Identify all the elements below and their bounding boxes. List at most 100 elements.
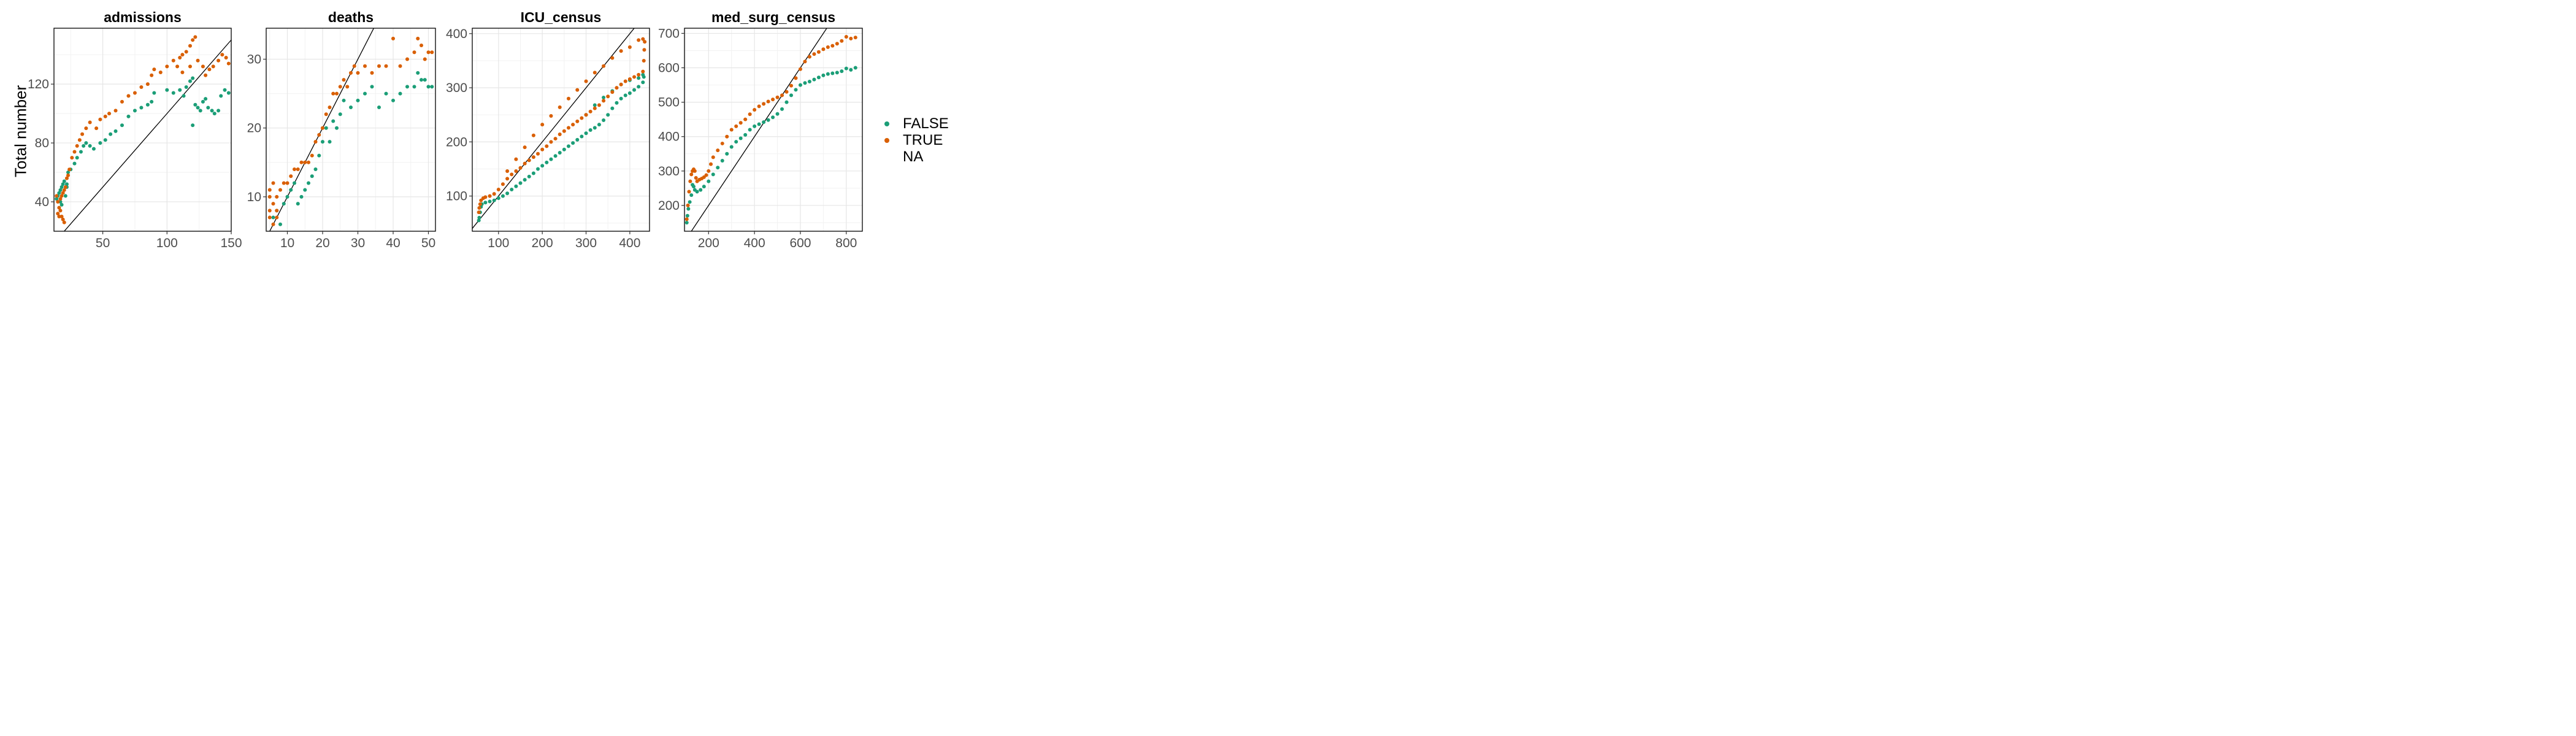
point-false: [699, 188, 703, 192]
point-false: [98, 141, 102, 145]
x-tick-label: 200: [532, 236, 553, 250]
point-true: [803, 59, 807, 64]
point-false: [592, 103, 597, 107]
point-true: [619, 49, 623, 53]
point-false: [510, 188, 514, 192]
point-false: [223, 88, 227, 92]
point-true: [592, 71, 597, 75]
point-false: [62, 179, 66, 183]
point-false: [688, 200, 692, 204]
point-true: [285, 181, 289, 185]
point-true: [384, 64, 388, 68]
point-false: [853, 66, 857, 70]
point-false: [830, 71, 835, 75]
point-false: [637, 85, 641, 89]
point-true: [313, 140, 318, 144]
identity-line: [269, 28, 375, 231]
point-true: [152, 67, 156, 72]
point-true: [349, 71, 353, 75]
point-true: [757, 104, 761, 109]
point-true: [356, 71, 360, 75]
point-true: [59, 215, 64, 219]
point-false: [289, 188, 293, 192]
point-false: [64, 182, 69, 186]
point-true: [150, 73, 154, 77]
point-true: [188, 64, 192, 69]
point-true: [171, 58, 175, 63]
y-tick-label: 200: [658, 199, 680, 213]
point-false: [59, 185, 64, 190]
point-false: [606, 113, 610, 117]
point-true: [307, 160, 310, 164]
point-true: [692, 169, 697, 173]
point-false: [602, 118, 606, 123]
point-false: [789, 93, 793, 98]
point-true: [771, 98, 775, 102]
point-false: [196, 105, 200, 110]
point-true: [345, 85, 350, 89]
point-true: [66, 173, 71, 177]
point-true: [180, 70, 185, 74]
point-true: [743, 117, 748, 121]
point-false: [592, 126, 597, 130]
point-true: [709, 162, 713, 166]
point-true: [642, 58, 646, 63]
point-true: [684, 217, 689, 221]
point-false: [226, 91, 231, 95]
y-tick-label: 200: [446, 135, 467, 149]
point-true: [56, 212, 60, 216]
point-true: [62, 188, 66, 192]
y-tick-label: 120: [28, 77, 49, 91]
point-true: [798, 67, 802, 71]
point-false: [566, 144, 570, 148]
point-false: [132, 109, 137, 113]
point-false: [313, 167, 318, 172]
point-true: [510, 172, 514, 177]
point-true: [753, 107, 757, 112]
x-tick-label: 200: [698, 236, 719, 250]
point-true: [643, 40, 647, 44]
panel-title: ICU_census: [521, 9, 602, 25]
point-false: [784, 100, 789, 104]
point-false: [803, 81, 807, 85]
point-true: [70, 156, 74, 160]
point-true: [627, 77, 632, 81]
point-true: [553, 137, 558, 141]
point-true: [762, 102, 766, 106]
point-true: [694, 176, 698, 180]
point-false: [641, 72, 645, 77]
point-true: [826, 45, 830, 49]
point-false: [702, 185, 706, 189]
point-true: [398, 64, 402, 68]
x-tick-label: 300: [575, 236, 597, 250]
point-true: [317, 132, 321, 137]
point-false: [384, 91, 388, 96]
plots-canvas: 50 100 150 40 80 120 admissions 10 20 30 40 50 10 20 3…: [28, 9, 863, 250]
point-false: [641, 80, 645, 85]
point-true: [545, 144, 549, 148]
point-true: [571, 123, 575, 127]
point-true: [610, 90, 615, 94]
point-false: [762, 120, 766, 125]
point-false: [553, 154, 558, 158]
point-false: [536, 167, 540, 171]
point-true: [642, 48, 646, 52]
point-true: [734, 124, 738, 128]
x-tick-label: 100: [156, 236, 178, 250]
point-true: [271, 181, 275, 185]
point-true: [196, 58, 200, 63]
identity-line: [472, 28, 635, 229]
point-true: [514, 157, 518, 161]
point-false: [835, 71, 839, 75]
point-false: [328, 140, 332, 144]
panel-border: [684, 28, 863, 232]
point-false: [405, 85, 409, 89]
point-true: [211, 64, 215, 69]
point-true: [370, 71, 374, 75]
point-false: [293, 181, 296, 185]
point-true: [226, 61, 231, 66]
point-false: [391, 98, 395, 102]
point-true: [342, 78, 346, 82]
x-tick-label: 30: [351, 236, 365, 250]
point-false: [518, 181, 523, 185]
